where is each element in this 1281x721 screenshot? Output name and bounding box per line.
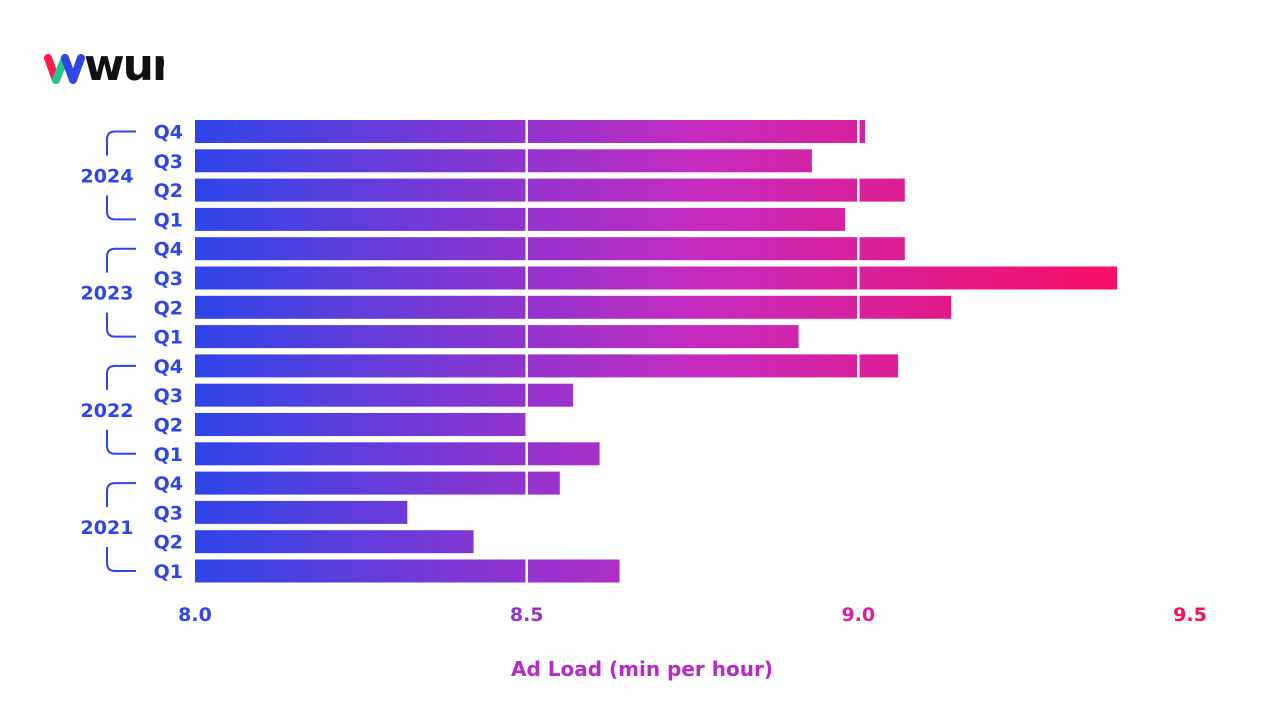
quarter-label: Q4 bbox=[154, 356, 183, 378]
year-label-2024: 2024 bbox=[81, 165, 134, 187]
quarter-label: Q3 bbox=[154, 268, 183, 290]
bar-2023-q4 bbox=[195, 237, 905, 261]
quarter-label: Q1 bbox=[154, 327, 183, 349]
year-bracket-top bbox=[106, 130, 136, 156]
quarter-label: Q2 bbox=[154, 532, 183, 554]
bar-2023-q3 bbox=[195, 266, 1117, 290]
year-brackets-group: 2024 2023 2022 2021 bbox=[81, 130, 136, 572]
year-label-2021: 2021 bbox=[81, 517, 134, 539]
gridlines-group bbox=[525, 118, 860, 585]
quarter-label: Q4 bbox=[154, 122, 183, 144]
bar-2021-q4 bbox=[195, 471, 560, 495]
x-tick-label: 9.5 bbox=[1173, 604, 1207, 626]
bar-2024-q4 bbox=[195, 120, 865, 143]
bar-2024-q2 bbox=[195, 178, 905, 202]
x-axis-title: Ad Load (min per hour) bbox=[511, 657, 773, 681]
bar-2022-q1 bbox=[195, 442, 600, 466]
year-bracket-bottom bbox=[106, 429, 136, 455]
bar-2022-q2 bbox=[195, 413, 527, 436]
bar-2023-q2 bbox=[195, 295, 952, 319]
bar-2024-q3 bbox=[195, 149, 812, 173]
quarter-label: Q1 bbox=[154, 209, 183, 231]
quarter-label: Q1 bbox=[154, 561, 183, 583]
quarter-label: Q4 bbox=[154, 239, 183, 261]
x-tick-label: 8.0 bbox=[178, 604, 212, 626]
quarter-label: Q3 bbox=[154, 385, 183, 407]
bar-2024-q1 bbox=[195, 207, 846, 231]
quarter-labels-group: Q4 Q3 Q2 Q1 Q4 Q3 Q2 Q1 Q4 Q3 Q2 Q1 Q4 Q3 Q2 Q1 bbox=[154, 122, 183, 584]
bar-2022-q3 bbox=[195, 383, 574, 407]
year-label-2023: 2023 bbox=[81, 283, 134, 305]
quarter-label: Q2 bbox=[154, 297, 183, 319]
quarter-label: Q1 bbox=[154, 444, 183, 466]
year-bracket-bottom bbox=[106, 547, 136, 572]
x-tick-label: 8.5 bbox=[510, 604, 544, 626]
quarter-label: Q3 bbox=[154, 151, 183, 173]
year-bracket-bottom bbox=[106, 312, 136, 338]
year-bracket-top bbox=[106, 247, 136, 273]
year-bracket-bottom bbox=[106, 195, 136, 221]
quarter-label: Q4 bbox=[154, 473, 183, 495]
bar-2021-q1 bbox=[195, 559, 620, 583]
bar-2021-q2 bbox=[195, 530, 474, 554]
quarter-label: Q3 bbox=[154, 502, 183, 524]
year-bracket-top bbox=[106, 364, 136, 390]
bar-2021-q3 bbox=[195, 500, 408, 524]
quarter-label: Q2 bbox=[154, 415, 183, 437]
bars-group bbox=[195, 120, 1117, 583]
bar-2022-q4 bbox=[195, 354, 899, 378]
year-label-2022: 2022 bbox=[81, 400, 134, 422]
quarter-label: Q2 bbox=[154, 180, 183, 202]
year-bracket-top bbox=[106, 482, 136, 508]
bar-2023-q1 bbox=[195, 325, 799, 349]
x-tick-label: 9.0 bbox=[841, 604, 875, 626]
x-tick-labels-group: 8.0 8.5 9.0 9.5 bbox=[178, 604, 1207, 626]
